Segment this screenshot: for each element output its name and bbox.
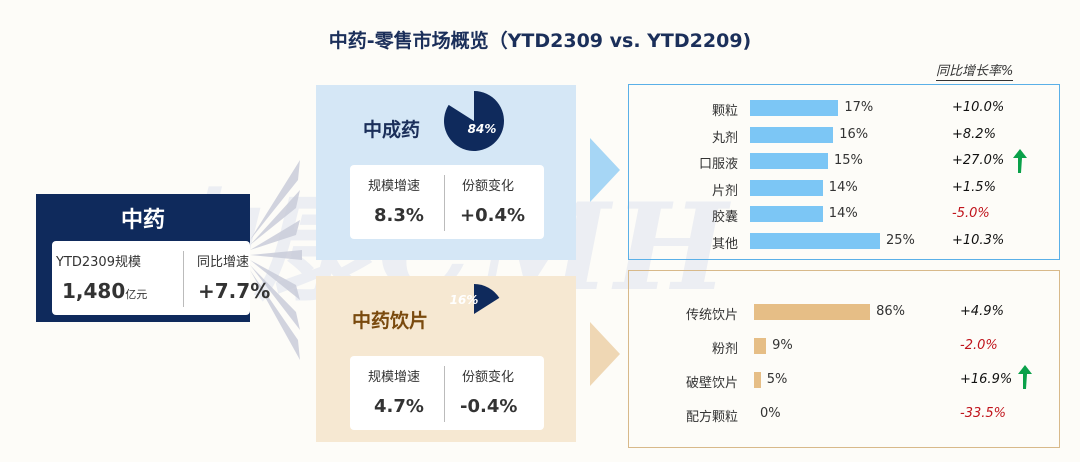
bar — [754, 372, 761, 388]
scale-value: 1,480亿元 — [62, 279, 148, 303]
share-pie: 16% — [450, 284, 500, 314]
segment-panel-decoction-pieces: 中药饮片 16% 规模增速 份额变化 4.7% -0.4% — [316, 276, 576, 442]
bar — [750, 100, 839, 116]
segment-stats: 规模增速 份额变化 4.7% -0.4% — [350, 356, 544, 430]
category-label: 破壁饮片 — [685, 376, 738, 391]
bar — [754, 338, 767, 354]
share-pie: 84% — [444, 91, 504, 151]
share-change-value: -0.4% — [460, 396, 518, 417]
fan-decoration — [250, 160, 302, 360]
share-change-label: 份额变化 — [462, 370, 515, 385]
bar — [750, 179, 823, 196]
growth-rate: -2.0% — [960, 338, 998, 353]
segment-stats: 规模增速 份额变化 8.3% +0.4% — [350, 165, 544, 239]
bar-value-label: 5% — [766, 372, 788, 387]
divider — [444, 175, 445, 231]
bar-value-label: 9% — [772, 338, 793, 353]
bar-value-label: 14% — [828, 206, 858, 221]
category-label: 粉剂 — [711, 342, 738, 357]
divider — [444, 366, 445, 422]
growth-rate: +10.0% — [952, 100, 1005, 115]
pie-label: 84% — [468, 122, 497, 136]
chevron-right-icon — [590, 322, 620, 386]
growth-rate: +27.0% — [952, 153, 1005, 168]
scale-label: YTD2309规模 — [56, 255, 141, 270]
main-stats: YTD2309规模 同比增速 1,480亿元 +7.7% — [52, 241, 270, 315]
category-label: 传统饮片 — [685, 308, 738, 323]
main-card: 中药 YTD2309规模 同比增速 1,480亿元 +7.7% — [36, 194, 270, 322]
bar — [750, 206, 823, 222]
dosage-form-chart-box — [628, 84, 1060, 260]
category-label: 片剂 — [711, 183, 738, 199]
page-title: 中药-零售市场概览（YTD2309 vs. YTD2209) — [328, 30, 752, 52]
arrow-up-icon — [1013, 149, 1027, 173]
share-change-value: +0.4% — [460, 205, 526, 226]
category-label: 胶囊 — [711, 210, 738, 225]
growth-label: 规模增速 — [368, 370, 421, 385]
growth-rate: +10.3% — [952, 232, 1005, 248]
growth-value: 4.7% — [374, 396, 424, 417]
growth-rate: +16.9% — [960, 372, 1013, 387]
bar — [750, 232, 880, 249]
chevron-right-icon — [590, 138, 620, 202]
growth-value: +7.7% — [198, 279, 271, 303]
growth-rate: +8.2% — [952, 126, 996, 142]
decoction-type-chart-box — [628, 270, 1060, 448]
bar-value-label: 14% — [828, 179, 858, 195]
divider — [183, 251, 184, 307]
category-label: 其他 — [711, 236, 738, 252]
segment-name: 中药饮片 — [352, 310, 429, 332]
bar-value-label: 15% — [834, 153, 863, 168]
growth-rate: +4.9% — [960, 304, 1004, 319]
bar-value-label: 16% — [839, 126, 869, 142]
bar — [754, 304, 871, 320]
bar-value-label: 25% — [886, 232, 915, 248]
category-label: 口服液 — [698, 157, 738, 172]
growth-label: 规模增速 — [368, 179, 421, 194]
share-change-label: 份额变化 — [462, 179, 515, 194]
arrow-up-icon — [1018, 365, 1032, 389]
pie-slice — [474, 284, 500, 314]
pie-slice — [444, 91, 504, 151]
bar — [750, 153, 828, 169]
segment-panel-patent-medicine: 中成药 84% 规模增速 份额变化 8.3% +0.4% — [316, 85, 576, 260]
growth-rate: -33.5% — [960, 406, 1006, 421]
growth-column-header: 同比增长率% — [936, 60, 1014, 81]
main-title: 中药 — [120, 208, 165, 233]
pie-label: 16% — [450, 293, 479, 307]
category-label: 颗粒 — [711, 104, 738, 119]
growth-rate: +1.5% — [952, 179, 996, 195]
category-label: 配方颗粒 — [685, 410, 738, 425]
bar-value-label: 86% — [876, 304, 905, 319]
category-label: 丸剂 — [711, 130, 738, 146]
growth-rate: -5.0% — [952, 206, 990, 221]
growth-value: 8.3% — [374, 205, 424, 226]
bar — [750, 126, 834, 143]
bar-value-label: 0% — [760, 406, 781, 421]
growth-label: 同比增速 — [197, 255, 250, 270]
segment-name: 中成药 — [363, 119, 421, 141]
bar-value-label: 17% — [844, 100, 874, 115]
